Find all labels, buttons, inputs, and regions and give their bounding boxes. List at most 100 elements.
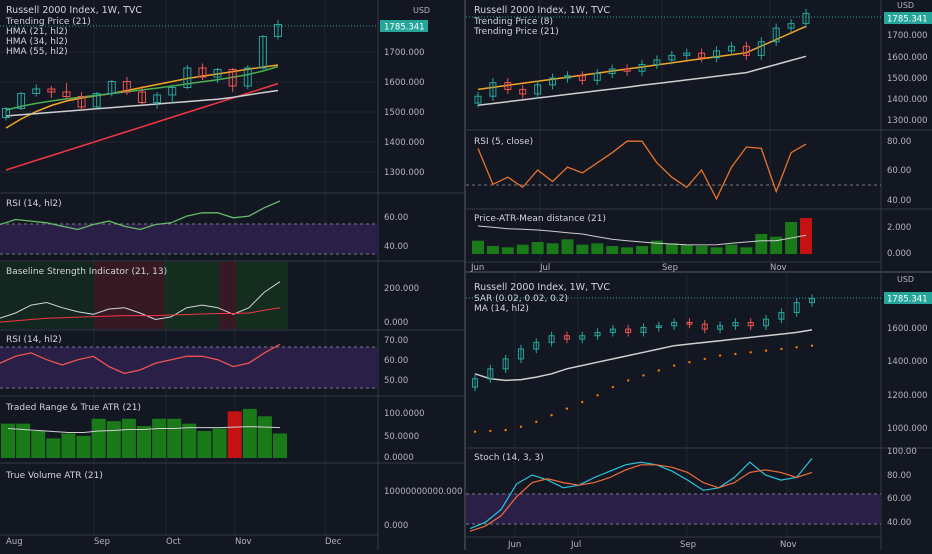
rt-price-tick: 1500.000 [887,74,928,84]
candle-body [2,108,10,118]
rsi-band [0,347,378,388]
rb-x-label: Nov [780,540,797,550]
left-legend-hma34: HMA (34, hl2) [6,37,68,47]
candle [757,37,765,60]
left-price-plot[interactable] [0,20,378,171]
traded-range-bar [16,423,31,458]
candle [683,48,691,60]
candle [747,318,754,330]
candle [17,92,26,110]
candle-body [638,63,646,72]
right-top-chart-pane[interactable]: Russell 2000 Index, 1W, TVC Trending Pri… [466,0,932,273]
stoch-band [466,494,881,524]
candle-body [258,36,267,69]
candle-body [747,321,754,327]
candle [474,91,482,108]
sar-dot [810,344,814,347]
candle [228,68,237,92]
left-price-tick: 1400.000 [384,138,425,148]
left-currency-label: USD [413,6,430,15]
left-bsi-plot[interactable] [0,262,288,329]
candle-body [168,87,177,96]
candle-body [548,335,555,343]
left-tva-title: True Volume ATR (21) [5,471,103,481]
traded-range-bar [137,426,151,458]
candle [640,323,647,337]
rt-currency-label: USD [897,1,914,10]
candle-body [778,312,785,320]
left-traded-range-plot[interactable] [1,408,287,458]
traded-range-bar [182,423,197,458]
traded-range-bar [76,435,91,458]
right-bottom-price-plot[interactable] [466,294,881,433]
left-price-tick: 1600.000 [384,78,425,88]
sar-dot [626,379,630,382]
candle [578,71,586,85]
rt-x-label: Nov [770,263,787,273]
candle [698,48,706,63]
candle [122,77,131,95]
candle-body [609,328,616,333]
pam-bar [650,240,663,254]
pam-bar [472,240,484,254]
left-tr-title: Traded Range & True ATR (21) [5,403,141,413]
rb-x-label: Jul [570,540,581,550]
candle-body [62,91,71,97]
candle [809,294,815,307]
right-top-rsi-plot[interactable] [466,140,881,201]
rb-last-price-badge [884,292,932,304]
left-rsi2-plot[interactable] [0,343,378,389]
right-top-price-plot[interactable] [466,8,881,108]
rt-last-price-badge [884,12,932,24]
candle-body [92,93,101,108]
rb-currency-label: USD [897,275,914,284]
candle-body [578,75,586,81]
left-rsi2-title: RSI (14, hl2) [6,335,62,345]
traded-range-bar [1,423,15,458]
candle [593,69,601,85]
right-top-grid [539,0,771,262]
candle [717,321,724,334]
candle-body [502,358,509,370]
candle [519,84,527,99]
left-legend-trending-price: Trending Price (21) [5,17,91,27]
left-last-price: 1785.341 [384,23,425,33]
candle-body [563,335,570,340]
left-x-label: Nov [235,537,252,547]
candle [563,331,570,344]
sar-dot [734,352,737,356]
candle-body [655,325,662,328]
pam-bar [800,218,812,254]
rt-price-tick: 1700.000 [887,31,928,41]
candle-body [809,297,815,304]
left-rsi2-tick: 60.00 [384,356,408,366]
left-chart-pane[interactable]: Russell 2000 Index, 1W, TVC Trending Pri… [0,0,465,550]
right-top-pam-plot[interactable] [472,218,812,254]
candle [183,65,192,89]
candle [772,23,780,47]
right-bottom-chart-pane[interactable]: Russell 2000 Index, 1W, TVC SAR (0.02, 0… [466,273,932,550]
left-bsi-tick: 0.000 [384,318,408,328]
left-rsi2-tick: 50.00 [384,376,408,386]
sar-dot [672,364,676,367]
candle-body [623,68,631,72]
candle [138,86,146,104]
left-rsi2-tick: 70.00 [384,336,408,346]
candle [2,107,10,121]
rt-price-title: Russell 2000 Index, 1W, TVC [474,5,610,16]
pam-bar [561,239,574,254]
pam-bar [501,247,514,254]
pam-bar [516,244,529,254]
candle-body [742,45,750,56]
left-rsi1-plot[interactable] [0,200,378,255]
candle [671,318,678,330]
sar-dot [718,354,722,357]
pam-bar [576,244,589,254]
left-tva-tick: 0.000 [384,521,408,531]
traded-range-bar [91,418,106,458]
sar-dot [657,369,661,372]
right-bottom-stoch-plot[interactable] [466,458,881,532]
candle [107,80,116,97]
